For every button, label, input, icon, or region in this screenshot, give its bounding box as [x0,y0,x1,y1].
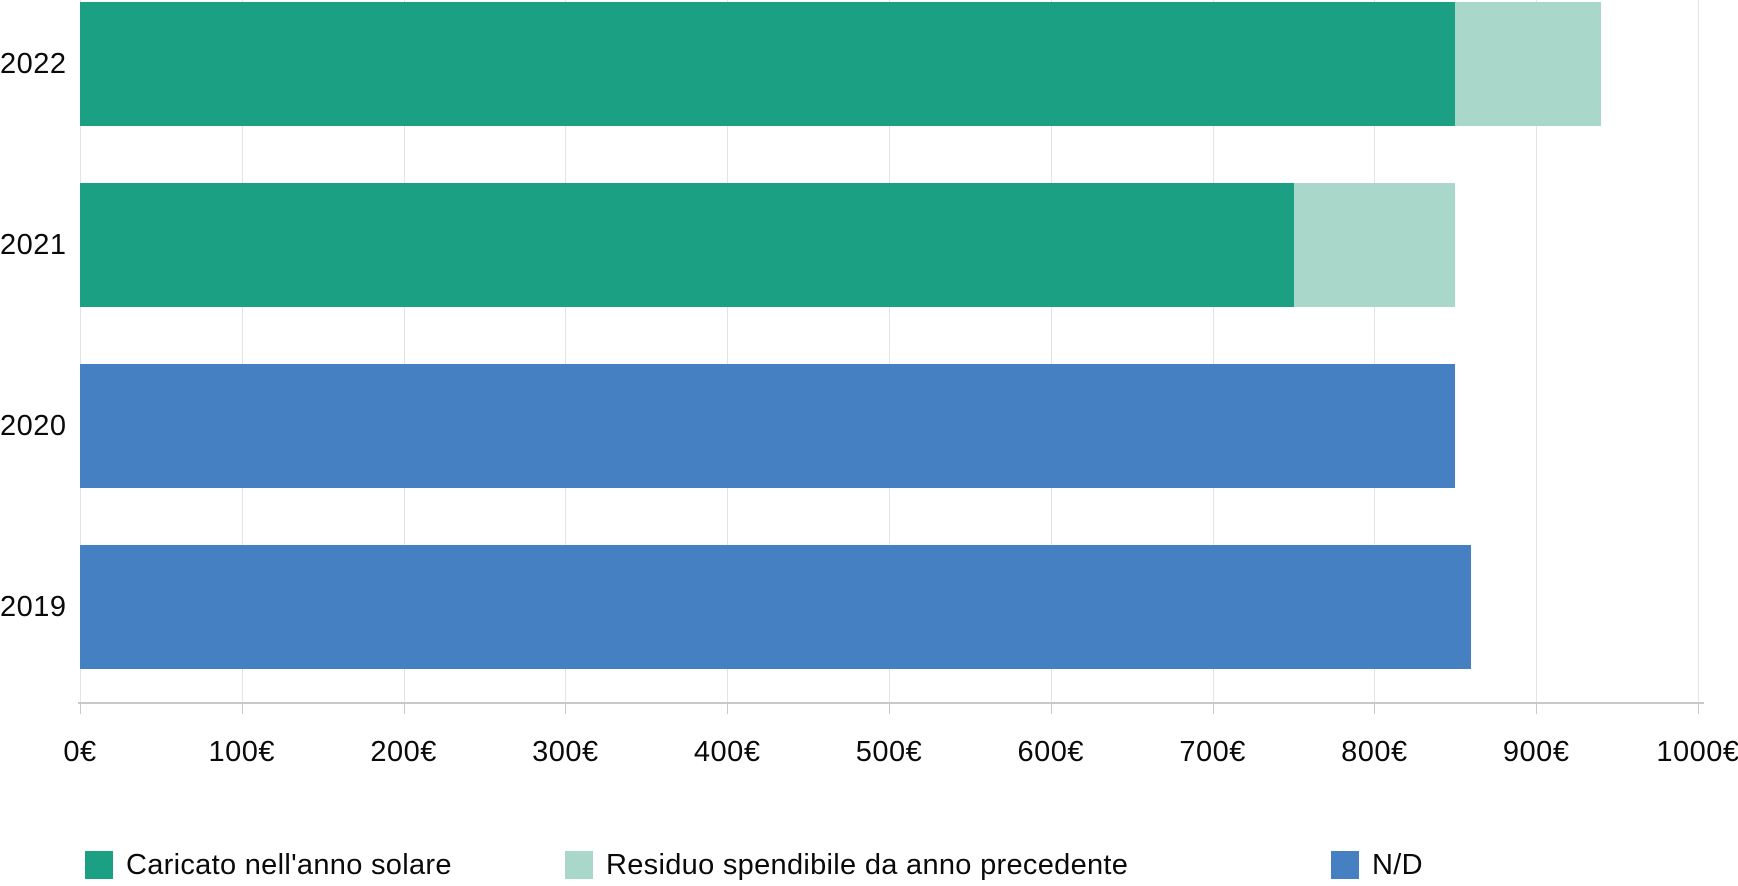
chart-legend: Caricato nell'anno solare Residuo spendib… [0,848,1738,886]
x-axis-tick-label-100: 100€ [208,736,276,768]
y-axis-label-2022: 2022 [0,48,67,80]
x-axis-tick-label-700: 700€ [1179,736,1246,768]
gridline-500 [889,0,890,702]
gridline-700 [1212,0,1214,702]
y-axis-label-2019: 2019 [0,591,67,623]
legend-item-n-d[interactable]: N/D [1331,848,1423,882]
x-axis-tick-label-500: 500€ [855,736,923,768]
y-axis-label-2020: 2020 [0,410,67,442]
x-axis-tick-label-600: 600€ [1017,736,1085,768]
legend-label: N/D [1372,848,1423,881]
x-axis-tick-label-900: 900€ [1502,736,1570,768]
legend-label: Caricato nell'anno solare [126,848,452,881]
x-axis-tick-label-1000: 1000€ [1656,736,1738,768]
legend-swatch-icon [85,851,113,879]
gridline-800 [1374,0,1376,702]
x-axis-tick-label-200: 200€ [370,736,437,768]
gridline-900 [1536,0,1538,702]
x-axis-tick-800 [1374,702,1376,714]
gridline-400 [727,0,729,702]
legend-swatch-icon [565,851,593,879]
x-axis-line [78,702,1704,704]
bar-segment-2022-residuo-spendibile-da-anno-precedente[interactable] [1455,2,1601,126]
x-axis-tick-label-800: 800€ [1341,736,1408,768]
x-axis-tick-300 [565,702,567,714]
bar-segment-2021-caricato-nell-anno-solare[interactable] [80,183,1294,307]
gridline-600 [1050,0,1052,702]
x-axis-tick-label-0: 0€ [63,736,97,768]
gridline-0 [80,0,81,702]
bar-segment-2021-residuo-spendibile-da-anno-precedente[interactable] [1293,183,1456,307]
gridline-1000 [1698,0,1699,702]
x-axis-tick-label-300: 300€ [532,736,599,768]
x-axis-tick-200 [403,702,405,714]
bar-segment-2020-n-d[interactable] [80,364,1456,488]
gridline-300 [565,0,567,702]
legend-item-caricato-nell-anno-solare[interactable]: Caricato nell'anno solare [85,848,452,882]
legend-item-residuo-spendibile-da-anno-precedente[interactable]: Residuo spendibile da anno precedente [565,848,1128,882]
x-axis-tick-500 [889,702,890,714]
x-axis-tick-900 [1536,702,1538,714]
x-axis-tick-700 [1212,702,1214,714]
bar-segment-2019-n-d[interactable] [80,545,1472,669]
x-axis-tick-400 [727,702,729,714]
x-axis-tick-1000 [1698,702,1699,714]
x-axis-tick-600 [1050,702,1052,714]
x-axis-tick-100 [241,702,243,714]
bar-segment-2022-caricato-nell-anno-solare[interactable] [80,2,1456,126]
gridline-200 [403,0,405,702]
legend-swatch-icon [1331,851,1359,879]
legend-label: Residuo spendibile da anno precedente [606,848,1129,881]
gridline-100 [241,0,243,702]
x-axis-tick-0 [80,702,81,714]
x-axis-tick-label-400: 400€ [693,736,761,768]
y-axis-label-2021: 2021 [0,229,67,261]
